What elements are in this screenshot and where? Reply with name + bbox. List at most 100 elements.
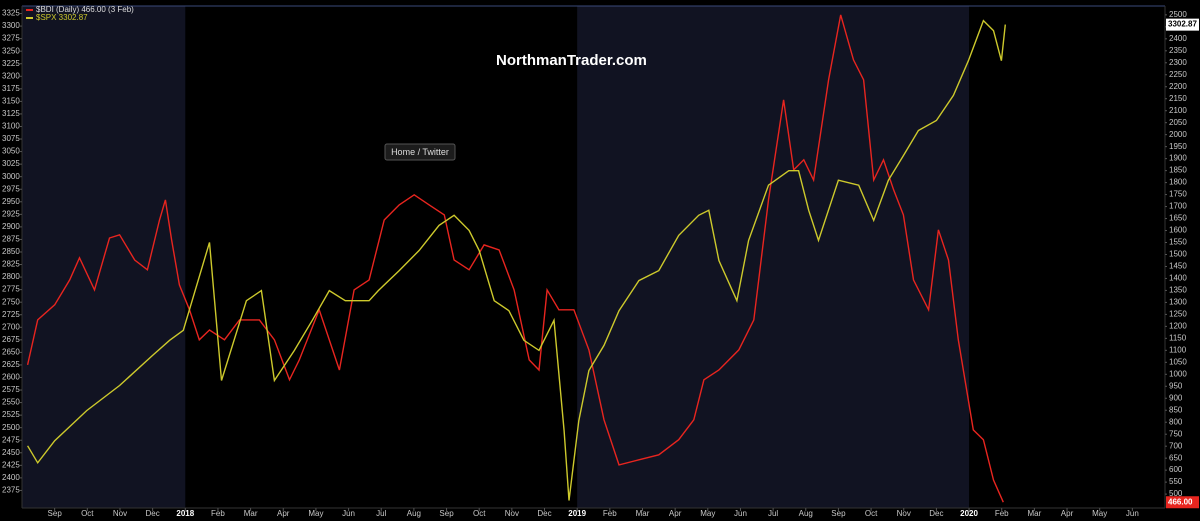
price-tag-box [1166, 18, 1199, 31]
y-tick-label: 2600 [2, 373, 20, 382]
y2-tick-label: 2200 [1169, 82, 1187, 91]
y2-tick-label: 1650 [1169, 214, 1187, 223]
y2-tick-label: 2150 [1169, 94, 1187, 103]
x-tick-label: Feb [211, 509, 225, 518]
y-tick-label: 2900 [2, 222, 20, 231]
x-tick-label: Oct [865, 509, 878, 518]
y2-tick-label: 1500 [1169, 250, 1187, 259]
y-tick-label: 3250 [2, 46, 20, 55]
x-tick-label: Nov [897, 509, 911, 518]
watermark: NorthmanTrader.com [496, 52, 647, 69]
y2-tick-label: 2000 [1169, 130, 1187, 139]
y2-tick-label: 1200 [1169, 321, 1187, 330]
x-tick-label: Oct [81, 509, 94, 518]
home-button[interactable] [384, 143, 456, 161]
x-tick-label: 2019 [568, 509, 586, 518]
legend-label: $BDI (Daily) 466.00 (3 Feb) [36, 5, 134, 14]
y2-tick-label: 750 [1169, 429, 1183, 438]
y-tick-label: 2675 [2, 335, 20, 344]
y2-tick-label: 550 [1169, 477, 1183, 486]
y-tick-label: 2975 [2, 184, 20, 193]
y-tick-label: 3075 [2, 134, 20, 143]
price-tag-box [1166, 496, 1199, 509]
y-tick-label: 2925 [2, 209, 20, 218]
x-tick-label: Mar [636, 509, 650, 518]
y-tick-label: 2525 [2, 410, 20, 419]
y2-tick-label: 900 [1169, 393, 1183, 402]
x-tick-label: Dec [146, 509, 160, 518]
y-tick-label: 3325 [2, 9, 20, 18]
y-tick-label: 2750 [2, 297, 20, 306]
x-tick-label: Feb [995, 509, 1009, 518]
y-tick-label: 3000 [2, 172, 20, 181]
x-tick-label: Jun [1126, 509, 1139, 518]
y2-tick-label: 2300 [1169, 58, 1187, 67]
y2-tick-label: 1250 [1169, 309, 1187, 318]
y-tick-label: 3275 [2, 34, 20, 43]
x-tick-label: Dec [929, 509, 943, 518]
y-tick-label: 2550 [2, 398, 20, 407]
y-tick-label: 2425 [2, 460, 20, 469]
x-tick-label: Apr [1061, 509, 1074, 518]
y-tick-label: 2800 [2, 272, 20, 281]
y2-tick-label: 1050 [1169, 357, 1187, 366]
series-line [26, 19, 1006, 501]
y2-tick-label: 1000 [1169, 369, 1187, 378]
x-tick-label: Jul [376, 509, 386, 518]
series-line [26, 14, 1004, 503]
x-tick-label: May [700, 509, 715, 518]
y-tick-label: 2775 [2, 285, 20, 294]
y-tick-label: 2375 [2, 486, 20, 495]
x-tick-label: May [1092, 509, 1107, 518]
x-tick-label: Jun [734, 509, 747, 518]
x-tick-label: Mar [244, 509, 258, 518]
y-tick-label: 2450 [2, 448, 20, 457]
y-tick-label: 3100 [2, 122, 20, 131]
x-tick-label: Aug [799, 509, 813, 518]
y-tick-label: 2475 [2, 435, 20, 444]
y-tick-label: 2950 [2, 197, 20, 206]
y2-tick-label: 1150 [1169, 333, 1187, 342]
y2-tick-label: 650 [1169, 453, 1183, 462]
y-tick-label: 2725 [2, 310, 20, 319]
home-button-label[interactable]: Home / Twitter [391, 147, 449, 157]
y2-tick-label: 1600 [1169, 226, 1187, 235]
y2-tick-label: 2400 [1169, 34, 1187, 43]
y2-tick-label: 600 [1169, 465, 1183, 474]
y2-tick-label: 1900 [1169, 154, 1187, 163]
y2-tick-label: 1400 [1169, 274, 1187, 283]
y-tick-label: 2400 [2, 473, 20, 482]
y2-tick-label: 1800 [1169, 178, 1187, 187]
x-tick-label: Apr [277, 509, 290, 518]
y2-tick-label: 1100 [1169, 345, 1187, 354]
y-tick-label: 2575 [2, 385, 20, 394]
x-tick-label: Nov [505, 509, 519, 518]
y2-tick-label: 2100 [1169, 106, 1187, 115]
x-tick-label: 2018 [176, 509, 194, 518]
y-tick-label: 3175 [2, 84, 20, 93]
y2-tick-label: 2350 [1169, 46, 1187, 55]
price-tag: 466.00 [1168, 497, 1193, 506]
y-tick-label: 2625 [2, 360, 20, 369]
y2-tick-label: 2250 [1169, 70, 1187, 79]
y2-tick-label: 1950 [1169, 142, 1187, 151]
y-tick-label: 2650 [2, 347, 20, 356]
year-band [577, 6, 970, 508]
y-tick-label: 2875 [2, 235, 20, 244]
price-tag: 3302.87 [1168, 20, 1197, 29]
y2-tick-label: 800 [1169, 417, 1183, 426]
x-tick-label: Apr [669, 509, 682, 518]
y2-tick-label: 1450 [1169, 262, 1187, 271]
y2-tick-label: 700 [1169, 441, 1183, 450]
x-tick-label: 2020 [960, 509, 978, 518]
x-tick-label: Mar [1027, 509, 1041, 518]
y-tick-label: 2500 [2, 423, 20, 432]
y2-tick-label: 1550 [1169, 238, 1187, 247]
legend-label: $SPX 3302.87 [36, 13, 88, 22]
y-tick-label: 3225 [2, 59, 20, 68]
y-tick-label: 2825 [2, 260, 20, 269]
y-tick-label: 3300 [2, 21, 20, 30]
x-tick-label: May [308, 509, 323, 518]
y2-tick-label: 1350 [1169, 286, 1187, 295]
